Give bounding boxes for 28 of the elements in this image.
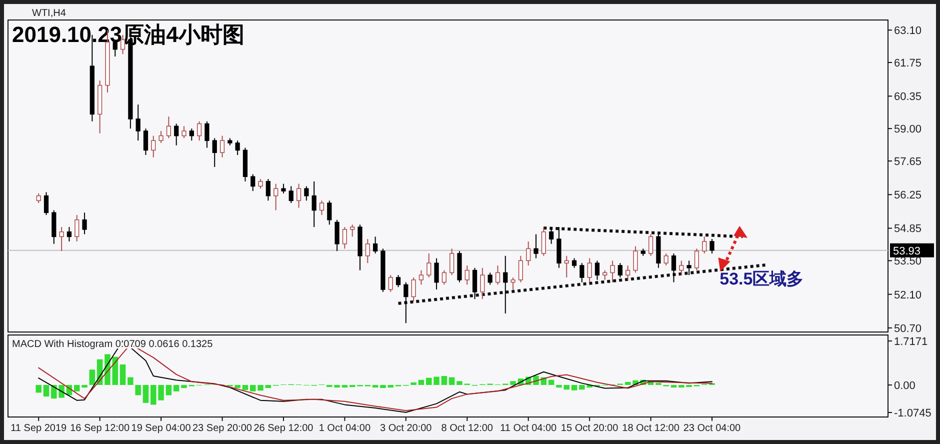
- x-tick-label: 16 Sep 12:00: [70, 423, 130, 434]
- y-tick-label: 52.10: [894, 289, 922, 302]
- y-tick-label: 63.10: [894, 25, 922, 38]
- x-tick-label: 19 Sep 04:00: [131, 423, 192, 434]
- y-tick-label: 56.25: [894, 190, 922, 202]
- chart-subtitle: WTI,H4: [32, 8, 66, 19]
- x-tick-label: 3 Oct 20:00: [380, 423, 432, 434]
- x-tick-label: 15 Oct 20:00: [560, 423, 619, 434]
- y-tick-label: 59.00: [894, 124, 922, 136]
- x-tick-label: 1 Oct 04:00: [318, 423, 371, 434]
- x-tick-label: 11 Oct 04:00: [500, 423, 558, 434]
- x-tick-label: 8 Oct 12:00: [441, 423, 494, 434]
- annotation: 53.5区域多: [720, 269, 804, 288]
- x-tick-label: 23 Oct 04:00: [683, 423, 742, 434]
- y-tick-label: 54.85: [894, 223, 922, 236]
- y-tick-label: 50.70: [894, 322, 922, 335]
- ref-line-label: 53.93: [893, 245, 921, 258]
- y-tick-label: 0.00: [894, 380, 916, 392]
- y-tick-label: 61.75: [894, 58, 922, 70]
- x-tick-label: 26 Sep 12:00: [254, 423, 314, 434]
- y-tick-label: 57.65: [894, 156, 922, 168]
- x-tick-label: 18 Oct 12:00: [622, 423, 680, 434]
- y-tick-label: 53.50: [894, 256, 922, 268]
- x-tick-label: 11 Sep 2019: [10, 423, 68, 434]
- y-tick-label: 60.35: [894, 91, 922, 104]
- x-tick-label: 23 Sep 20:00: [192, 423, 252, 434]
- y-tick-label: 1.7171: [894, 336, 928, 348]
- y-tick-label: -1.0745: [894, 408, 932, 420]
